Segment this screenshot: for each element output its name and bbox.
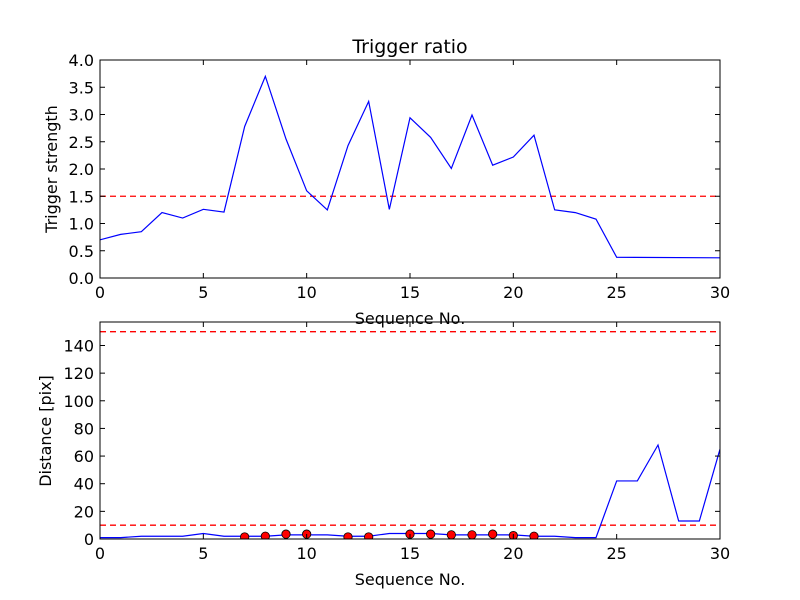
x-tick-label: 10	[296, 544, 316, 563]
x-tick-label: 0	[95, 283, 105, 302]
x-tick-label: 30	[710, 544, 730, 563]
x-tick-label: 20	[503, 283, 523, 302]
x-tick-label: 0	[95, 544, 105, 563]
plot-area	[100, 331, 720, 539]
trigger-ratio-panel: Trigger ratio Sequence No. Trigger stren…	[42, 36, 730, 328]
data-point	[529, 531, 539, 539]
x-tick-label: 30	[710, 283, 730, 302]
x-tick-label: 10	[296, 283, 316, 302]
y-tick-label: 100	[63, 392, 94, 411]
series-line	[100, 74, 720, 259]
y-tick-label: 0.5	[69, 242, 94, 261]
y-tick-label: 0.0	[69, 269, 94, 288]
data-point	[488, 529, 498, 539]
data-point	[426, 529, 436, 539]
x-tick-label: 5	[198, 283, 208, 302]
y-tick-label: 2.5	[69, 133, 94, 152]
y-axis-label: Trigger strength	[42, 105, 61, 234]
chart-title: Trigger ratio	[351, 36, 467, 58]
data-point	[446, 530, 456, 539]
x-axis-label: Sequence No.	[355, 570, 466, 589]
data-point	[240, 532, 250, 539]
x-tick-label: 25	[606, 283, 626, 302]
x-tick-label: 15	[400, 544, 420, 563]
y-tick-label: 3.0	[69, 106, 94, 125]
y-tick-label: 2.0	[69, 160, 94, 179]
y-tick-label: 120	[63, 364, 94, 383]
x-axis-label: Sequence No.	[355, 309, 466, 328]
x-tick-label: 25	[606, 544, 626, 563]
y-tick-label: 3.5	[69, 78, 94, 97]
y-tick-label: 140	[63, 336, 94, 355]
y-tick-label: 4.0	[69, 51, 94, 70]
x-tick-label: 15	[400, 283, 420, 302]
x-tick-label: 20	[503, 544, 523, 563]
plot-area	[100, 74, 720, 259]
y-tick-label: 80	[74, 419, 94, 438]
data-point	[343, 532, 353, 539]
data-point	[281, 529, 291, 539]
y-tick-label: 60	[74, 447, 94, 466]
y-tick-label: 40	[74, 475, 94, 494]
distance-panel: Sequence No. Distance [pix] 0 5 10 15 20 25 30…	[36, 321, 730, 589]
data-point	[467, 530, 477, 539]
y-tick-label: 1.5	[69, 187, 94, 206]
y-axis-label: Distance [pix]	[36, 375, 55, 487]
y-tick-label: 0	[84, 530, 94, 549]
data-point	[260, 531, 270, 539]
x-tick-label: 5	[198, 544, 208, 563]
y-tick-label: 20	[74, 502, 94, 521]
data-point	[364, 532, 374, 539]
y-tick-label: 1.0	[69, 215, 94, 234]
